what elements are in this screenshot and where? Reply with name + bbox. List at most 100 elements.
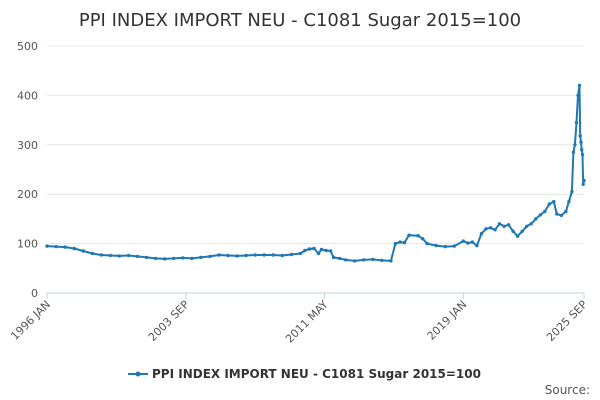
data-point[interactable]: [577, 83, 582, 88]
legend-label: PPI INDEX IMPORT NEU - C1081 Sugar 2015=…: [152, 367, 481, 381]
data-point[interactable]: [416, 234, 420, 238]
data-point[interactable]: [578, 134, 582, 138]
data-point[interactable]: [117, 254, 122, 258]
data-point[interactable]: [208, 254, 212, 259]
data-point[interactable]: [389, 259, 393, 263]
data-point[interactable]: [362, 258, 366, 262]
data-point[interactable]: [579, 140, 583, 144]
data-point[interactable]: [538, 213, 542, 217]
data-point[interactable]: [45, 244, 49, 248]
data-point[interactable]: [135, 254, 140, 259]
data-point[interactable]: [181, 256, 185, 260]
data-point[interactable]: [502, 224, 506, 228]
data-point[interactable]: [63, 245, 67, 249]
data-point[interactable]: [552, 199, 556, 204]
data-point[interactable]: [253, 253, 257, 257]
data-point[interactable]: [344, 258, 348, 262]
data-point[interactable]: [571, 150, 576, 154]
data-point[interactable]: [380, 258, 384, 263]
data-point[interactable]: [534, 217, 538, 221]
data-point[interactable]: [398, 240, 402, 244]
data-point[interactable]: [144, 255, 149, 260]
data-point[interactable]: [199, 255, 203, 260]
axes: [46, 292, 585, 299]
data-point[interactable]: [564, 209, 568, 214]
data-point[interactable]: [163, 257, 167, 261]
data-point[interactable]: [506, 223, 511, 227]
y-tick-label: 200: [17, 188, 38, 201]
data-point[interactable]: [262, 253, 266, 257]
data-point[interactable]: [108, 253, 113, 258]
data-point[interactable]: [461, 239, 465, 243]
data-point[interactable]: [567, 199, 571, 204]
data-point[interactable]: [126, 253, 131, 258]
data-point[interactable]: [582, 178, 586, 183]
data-point[interactable]: [72, 246, 76, 251]
data-point[interactable]: [235, 254, 239, 258]
data-point[interactable]: [479, 232, 484, 236]
data-point[interactable]: [271, 253, 275, 257]
data-point[interactable]: [289, 252, 294, 257]
data-point[interactable]: [425, 241, 429, 246]
data-point[interactable]: [402, 240, 407, 245]
data-point[interactable]: [515, 234, 520, 238]
data-point[interactable]: [337, 256, 342, 261]
data-point[interactable]: [226, 253, 230, 258]
data-point[interactable]: [488, 226, 493, 230]
data-point[interactable]: [54, 244, 58, 249]
data-point[interactable]: [319, 247, 324, 252]
data-point[interactable]: [244, 253, 248, 258]
source-label: Source:: [545, 383, 590, 397]
data-point[interactable]: [190, 256, 194, 261]
data-point[interactable]: [580, 153, 585, 157]
data-point[interactable]: [581, 182, 585, 186]
data-point[interactable]: [217, 253, 221, 257]
y-tick-label: 100: [17, 238, 38, 251]
data-point[interactable]: [493, 228, 497, 232]
y-tick-label: 300: [17, 139, 38, 152]
data-point[interactable]: [172, 256, 176, 261]
data-point[interactable]: [90, 251, 95, 256]
data-point[interactable]: [470, 240, 475, 244]
data-point[interactable]: [307, 247, 312, 251]
data-point[interactable]: [576, 93, 580, 98]
data-point[interactable]: [525, 224, 529, 228]
data-point[interactable]: [393, 241, 398, 246]
legend[interactable]: PPI INDEX IMPORT NEU - C1081 Sugar 2015=…: [128, 367, 481, 381]
data-point[interactable]: [331, 255, 336, 260]
data-point[interactable]: [443, 244, 447, 249]
x-tick-label: 2011 MAY: [283, 298, 331, 346]
data-point[interactable]: [511, 229, 515, 233]
data-point[interactable]: [434, 243, 438, 248]
data-point[interactable]: [324, 248, 328, 253]
data-point[interactable]: [81, 249, 85, 253]
data-point[interactable]: [303, 248, 307, 253]
data-point[interactable]: [484, 227, 488, 231]
data-point[interactable]: [328, 249, 333, 253]
data-point[interactable]: [452, 244, 456, 248]
data-point[interactable]: [580, 148, 584, 152]
data-point[interactable]: [559, 213, 564, 218]
data-point[interactable]: [99, 253, 104, 257]
data-point[interactable]: [573, 143, 577, 147]
data-point[interactable]: [420, 237, 425, 241]
data-point[interactable]: [312, 246, 316, 251]
data-point[interactable]: [543, 209, 547, 214]
data-point[interactable]: [371, 257, 375, 262]
data-point[interactable]: [316, 251, 321, 256]
data-point[interactable]: [555, 212, 559, 216]
data-point[interactable]: [520, 229, 524, 233]
data-point[interactable]: [529, 222, 533, 226]
data-point[interactable]: [574, 120, 579, 125]
data-point[interactable]: [466, 241, 470, 245]
data-point[interactable]: [298, 251, 303, 256]
data-point[interactable]: [475, 243, 479, 248]
data-point[interactable]: [570, 190, 574, 194]
data-point[interactable]: [407, 233, 411, 237]
data-point[interactable]: [547, 202, 551, 206]
data-point[interactable]: [353, 259, 357, 263]
data-point[interactable]: [280, 253, 284, 258]
data-point[interactable]: [153, 256, 158, 261]
data-point[interactable]: [497, 222, 502, 226]
